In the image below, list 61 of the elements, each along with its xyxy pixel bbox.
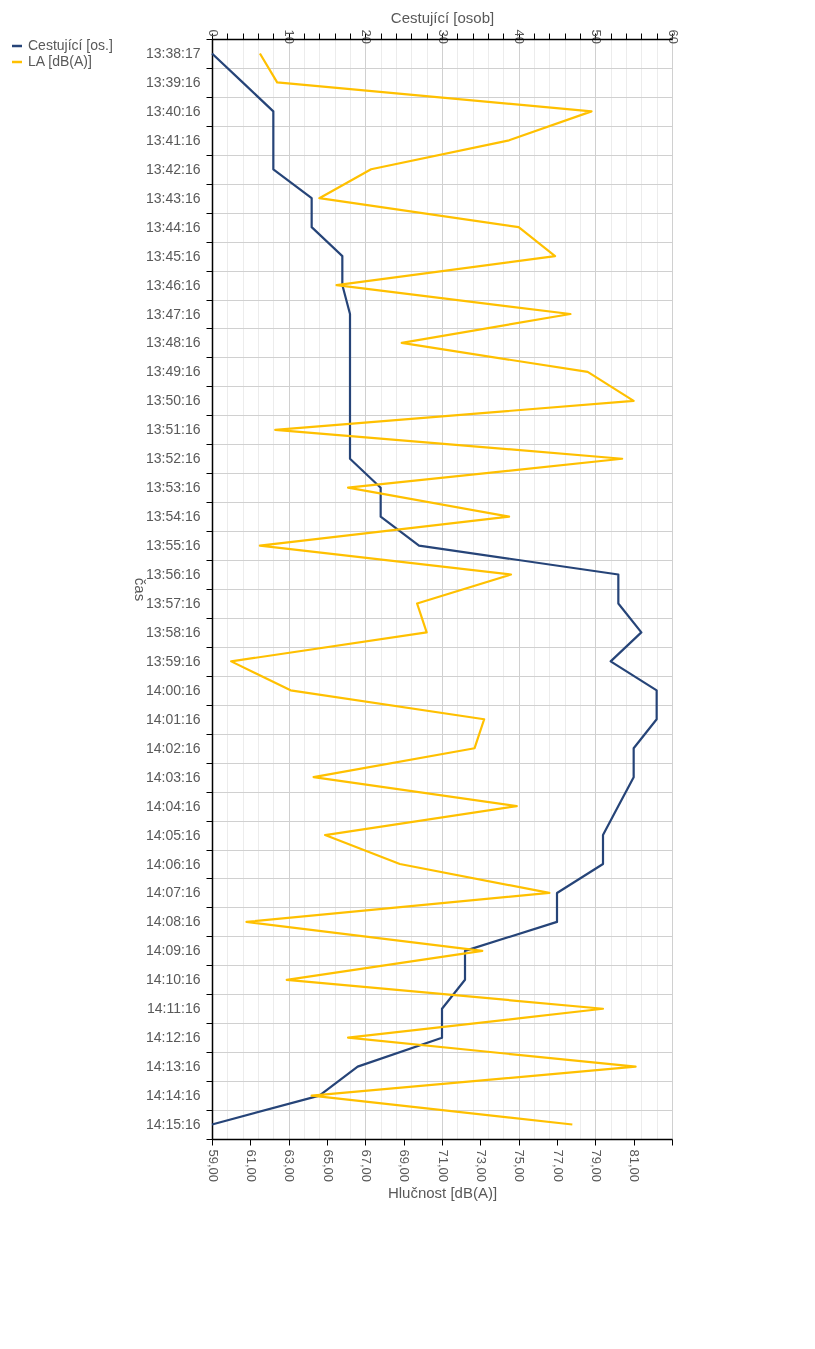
x-tick-label: 65,00 [320, 1149, 336, 1183]
y-tick-label: 14:09:16 [146, 942, 201, 959]
y-tick-label: 13:50:16 [146, 392, 201, 409]
y-tick-label: 13:59:16 [146, 652, 201, 669]
y-tick-label: 14:11:16 [147, 1000, 201, 1017]
legend-label: LA [dB(A)] [28, 53, 92, 69]
y-tick-label: 13:51:16 [146, 421, 201, 438]
y-tick-label: 13:57:16 [146, 594, 201, 611]
y-tick-label: 13:43:16 [146, 189, 201, 206]
x-tick-label: 81,00 [627, 1149, 643, 1183]
y-tick-label: 14:13:16 [146, 1058, 201, 1075]
x2-tick-label: 40 [512, 29, 528, 44]
y-tick-label: 13:44:16 [146, 218, 201, 235]
y-tick-label: 13:42:16 [146, 160, 201, 177]
legend-label: Cestující [os.] [28, 37, 113, 53]
y-tick-label: 13:58:16 [146, 623, 201, 640]
x2-tick-label: 50 [588, 29, 604, 44]
y-tick-label: 13:55:16 [146, 537, 201, 554]
x-tick-label: 75,00 [512, 1149, 528, 1183]
y-tick-label: 14:12:16 [146, 1029, 201, 1046]
y-tick-label: 13:48:16 [146, 334, 201, 351]
y-tick-label: 13:53:16 [146, 479, 201, 496]
x2-tick-label: 0 [205, 29, 221, 37]
y-tick-label: 13:38:17 [146, 44, 201, 61]
y-tick-label: 13:46:16 [146, 276, 201, 293]
y-tick-label: 13:47:16 [146, 305, 201, 322]
y-tick-label: 14:15:16 [146, 1116, 201, 1133]
x-tick-label: 63,00 [282, 1149, 298, 1183]
y-tick-label: 14:04:16 [146, 797, 201, 814]
x2-tick-label: 20 [358, 29, 374, 44]
y-tick-label: 14:00:16 [146, 681, 201, 698]
x-axis-title: Hlučnost [dB(A)] [387, 1184, 498, 1202]
y-tick-label: 14:01:16 [146, 710, 201, 727]
y-tick-label: 13:40:16 [146, 102, 201, 119]
y-tick-label: 14:14:16 [146, 1087, 201, 1104]
y-tick-label: 14:06:16 [146, 855, 201, 872]
y-tick-label: 14:05:16 [146, 826, 201, 843]
y-tick-label: 13:54:16 [146, 508, 201, 525]
x2-tick-label: 60 [665, 29, 681, 44]
y-tick-label: 14:08:16 [146, 913, 201, 930]
y-tick-label: 13:56:16 [146, 566, 201, 583]
x-tick-label: 67,00 [358, 1149, 374, 1183]
y-tick-label: 14:02:16 [146, 739, 201, 756]
x-tick-label: 79,00 [588, 1149, 604, 1183]
y-tick-label: 13:49:16 [146, 363, 201, 380]
x-tick-label: 73,00 [473, 1149, 489, 1183]
y-tick-label: 14:07:16 [146, 884, 201, 901]
y-tick-label: 14:10:16 [146, 971, 201, 988]
x-tick-label: 69,00 [397, 1149, 413, 1183]
x-tick-label: 59,00 [205, 1149, 221, 1183]
y-tick-label: 13:52:16 [146, 450, 201, 467]
x-tick-label: 61,00 [243, 1149, 259, 1183]
y-tick-label: 13:45:16 [146, 247, 201, 264]
y-tick-label: 14:03:16 [146, 768, 201, 785]
x2-tick-label: 10 [282, 29, 298, 44]
x2-tick-label: 30 [435, 29, 451, 44]
x-tick-label: 77,00 [550, 1149, 566, 1183]
x2-axis-title: Cestující [osob] [390, 8, 495, 26]
y-tick-label: 13:41:16 [146, 131, 201, 148]
y-tick-label: 13:39:16 [146, 73, 201, 90]
x-tick-label: 71,00 [435, 1149, 451, 1183]
